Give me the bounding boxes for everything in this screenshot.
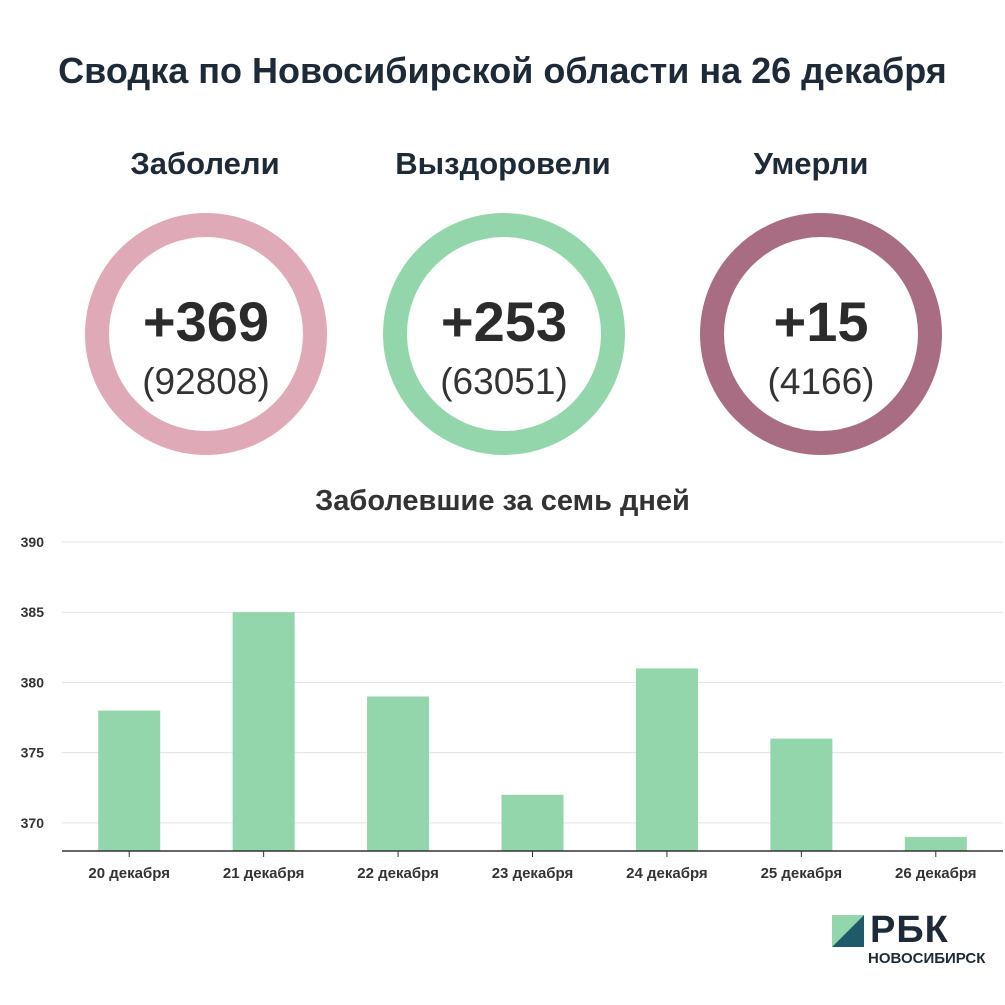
y-tick-label: 390 <box>21 534 45 550</box>
stat-value-recovered: +253 <box>440 290 568 353</box>
y-tick-label: 385 <box>21 604 45 620</box>
stat-value-infected: +369 <box>142 290 270 353</box>
x-tick-label: 25 декабря <box>761 865 843 882</box>
stat-ring-deaths: +15 (4166) <box>700 213 942 455</box>
stat-total-infected: (92808) <box>142 361 270 402</box>
x-tick-label: 21 декабря <box>223 865 305 882</box>
stat-label-infected: Заболели <box>130 146 280 181</box>
x-tick-label: 20 декабря <box>88 865 170 882</box>
x-tick-label: 26 декабря <box>895 865 977 882</box>
bar <box>367 696 430 851</box>
x-tick-label: 23 декабря <box>492 865 574 882</box>
bar <box>98 710 161 851</box>
rbc-logo: РБК НОВОСИБИРСК <box>832 909 1002 975</box>
chart-title: Заболевшие за семь дней <box>315 485 690 517</box>
page-title: Сводка по Новосибирской области на 26 де… <box>58 50 947 91</box>
rbc-logo-subtitle: НОВОСИБИРСК <box>868 950 986 967</box>
stat-ring-infected: +369 (92808) <box>85 213 327 455</box>
stat-total-recovered: (63051) <box>440 361 568 402</box>
bar <box>501 794 564 851</box>
stat-value-deaths: +15 <box>773 290 869 353</box>
bar <box>635 668 698 851</box>
x-tick-label: 22 декабря <box>357 865 439 882</box>
bar <box>770 738 833 851</box>
bar <box>904 836 967 851</box>
y-tick-label: 370 <box>21 815 45 831</box>
stat-label-recovered: Выздоровели <box>395 146 611 181</box>
bar-chart: 370 375 380 385 390 20 декабря 21 декабря 22 де… <box>21 534 1003 882</box>
stat-ring-recovered: +253 (63051) <box>383 213 625 455</box>
rbc-logo-icon <box>832 915 864 947</box>
x-tick-label: 24 декабря <box>626 865 708 882</box>
bar <box>232 612 295 851</box>
stat-label-deaths: Умерли <box>753 146 869 181</box>
y-tick-label: 375 <box>21 745 45 761</box>
y-tick-label: 380 <box>21 674 45 690</box>
rbc-logo-text: РБК <box>870 909 949 951</box>
stat-total-deaths: (4166) <box>767 361 875 402</box>
